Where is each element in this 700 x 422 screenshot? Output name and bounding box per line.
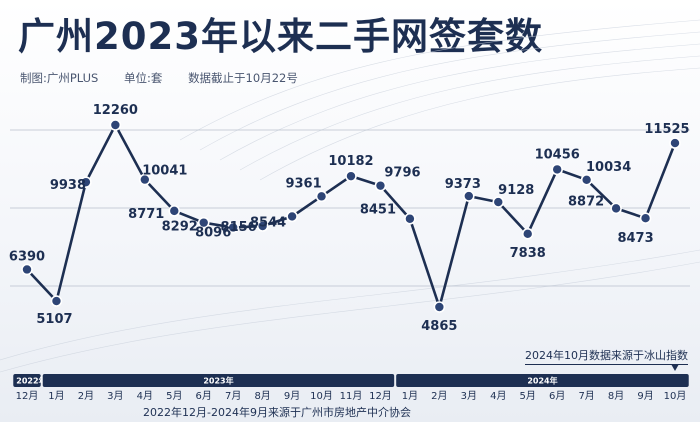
- data-label: 7838: [510, 246, 546, 261]
- data-label: 8544: [250, 215, 286, 230]
- x-tick-label: 2月: [78, 390, 94, 402]
- data-label: 12260: [93, 103, 138, 118]
- year-band: [13, 374, 41, 387]
- data-point: [168, 205, 181, 217]
- x-tick-label: 2月: [431, 390, 447, 402]
- data-point: [256, 220, 269, 232]
- data-points: [21, 119, 681, 313]
- data-point: [669, 137, 681, 149]
- data-point: [580, 173, 593, 186]
- data-point: [315, 190, 328, 203]
- data-point: [50, 295, 63, 307]
- x-tick-labels: 12月 1月 2月 3月 4月 5月 6月 7月 8月 9月 10月 11月 12月 1月 2月 3月 4月 5月…: [16, 390, 687, 402]
- data-label: 8771: [128, 207, 164, 222]
- year-band: [42, 374, 395, 387]
- x-tick-label: 4月: [137, 390, 153, 402]
- x-tick-label: 12月: [369, 390, 392, 402]
- x-tick-label: 4月: [490, 390, 506, 402]
- x-tick-label: 5月: [520, 390, 536, 402]
- data-label: 4865: [421, 319, 457, 334]
- x-tick-label: 7月: [225, 390, 241, 402]
- data-point: [21, 263, 33, 276]
- data-point: [492, 196, 505, 208]
- x-tick-label: 8月: [254, 390, 270, 402]
- x-tick-label: 9月: [637, 390, 653, 402]
- data-label: 5107: [36, 312, 72, 327]
- data-label: 8096: [195, 225, 231, 240]
- x-tick-label: 6月: [549, 390, 565, 402]
- data-point: [374, 179, 387, 192]
- x-tick-label: 9月: [284, 390, 300, 402]
- x-tick-label: 10月: [310, 390, 333, 402]
- data-label: 8872: [568, 194, 604, 209]
- data-point: [551, 163, 563, 176]
- data-point: [404, 212, 416, 225]
- data-point: [139, 173, 151, 186]
- data-point: [521, 228, 534, 240]
- year-band-label: 2022年: [16, 376, 46, 386]
- year-band: [396, 374, 689, 387]
- x-tick-label: 3月: [461, 390, 477, 402]
- data-label: 9373: [445, 177, 481, 192]
- unit-text: 单位:套: [124, 71, 163, 85]
- data-label: 10456: [535, 147, 580, 162]
- data-label: 8156: [221, 220, 257, 235]
- year-band-label: 2023年: [203, 376, 233, 386]
- maker-text: 制图:广州PLUS: [20, 71, 99, 85]
- data-label: 8473: [617, 231, 653, 246]
- source-note-2024-10: 2024年10月数据来源于冰山指数: [525, 347, 688, 365]
- source-arrow: [671, 364, 679, 371]
- x-tick-label: 1月: [402, 390, 418, 402]
- source-note-main: 2022年12月-2024年9月来源于广州市房地产中介协会: [143, 406, 411, 419]
- data-label: 9796: [384, 166, 420, 181]
- data-point: [433, 301, 446, 313]
- year-bands: 2022年 2023年 2024年: [13, 374, 689, 387]
- data-labels: 6390 5107 9938 12260 10041 877182928096815685…: [9, 103, 690, 334]
- data-label: 10034: [586, 160, 631, 175]
- year-band-label: 2024年: [527, 376, 557, 386]
- x-tick-label: 1月: [48, 390, 64, 402]
- data-label: 9361: [285, 176, 321, 191]
- data-point: [463, 190, 475, 202]
- cutoff-text: 数据截止于10月22号: [188, 71, 298, 85]
- data-label: 8451: [360, 203, 396, 218]
- x-tick-label: 10月: [664, 390, 687, 402]
- x-tick-label: 8月: [608, 390, 624, 402]
- data-point: [345, 170, 357, 182]
- chart-title: 广州2023年以来二手网签套数: [18, 15, 543, 58]
- x-tick-label: 6月: [196, 390, 212, 402]
- data-label: 10182: [328, 154, 373, 169]
- data-label: 9128: [498, 183, 534, 198]
- data-label: 11525: [644, 122, 689, 137]
- x-tick-label: 7月: [578, 390, 594, 402]
- data-point: [286, 210, 298, 223]
- chart-subtitle: 制图:广州PLUS 单位:套 数据截止于10月22号: [20, 70, 320, 86]
- x-tick-label: 5月: [166, 390, 182, 402]
- data-point: [227, 221, 239, 234]
- data-point: [639, 212, 652, 225]
- data-label: 8292: [162, 220, 198, 235]
- x-tick-label: 11月: [340, 390, 363, 402]
- data-label: 9938: [50, 178, 86, 193]
- grid-lines: [10, 129, 690, 287]
- data-point: [610, 202, 622, 215]
- data-label: 6390: [9, 249, 45, 264]
- arrow-down-icon: [671, 364, 679, 371]
- data-label: 10041: [142, 164, 187, 179]
- data-point: [109, 119, 122, 131]
- x-tick-label: 3月: [107, 390, 123, 402]
- data-point: [80, 176, 92, 188]
- data-point: [197, 216, 210, 229]
- x-tick-label: 12月: [16, 390, 39, 402]
